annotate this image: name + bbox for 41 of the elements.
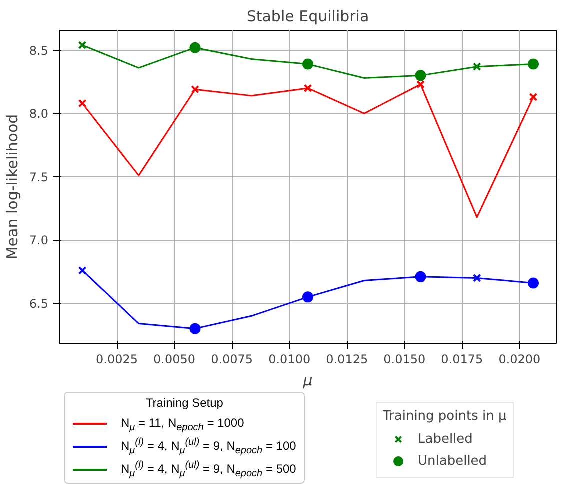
point [529,93,538,102]
point [472,62,482,72]
y-tick-label: 7.5 [29,170,49,184]
point [191,85,200,94]
x-axis-title: μ [302,372,313,390]
point [190,42,201,54]
point [78,266,87,275]
text: N$_{μ}$$^{(l)}$ = 4, N$_{μ}$$^{(ul)}$ = 9, N$_{epoch}$ = 500 [121,460,296,480]
y-tick-label: 6.5 [29,297,49,312]
point [528,58,539,70]
x-tick-label: 0.0125 [326,352,368,366]
x-tick-label: 0.0175 [441,352,484,366]
chart-title: Stable Equilibria [246,8,370,26]
point [415,70,426,82]
y-tick-label: 7.0 [29,234,49,248]
legend-label: Unlabelled [418,454,488,468]
point [78,99,87,108]
x-tick-label: 0.0075 [211,352,254,366]
x-tick-label: 0.0100 [268,352,311,366]
legend-title: Training Setup [144,395,224,412]
text: Training points in μ [383,409,507,424]
point [528,278,539,289]
point [190,323,201,334]
point [302,58,314,70]
point [304,84,312,93]
point [472,274,482,282]
y-axis-title: Mean log-likelihood [3,114,22,260]
x-tick-label: 0.0050 [154,352,196,366]
legend-label: Labelled [418,432,473,446]
point [415,271,426,282]
point [302,292,314,303]
y-tick-label: 8.0 [29,107,49,122]
point [416,80,425,89]
legend-label: N$_{μ}$ = 11, N$_{epoch}$ = 1000 [120,415,246,436]
y-tick-label: 8.5 [29,44,49,58]
point [78,41,87,50]
x-tick-label: 0.0025 [96,352,138,366]
x-tick-label: 0.0200 [498,352,541,366]
text: N$_{μ}$$^{(l)}$ = 4, N$_{μ}$$^{(ul)}$ = 9, N$_{epoch}$ = 100 [121,437,296,457]
x-tick-label: 0.0150 [384,352,426,366]
line-series [82,84,534,218]
